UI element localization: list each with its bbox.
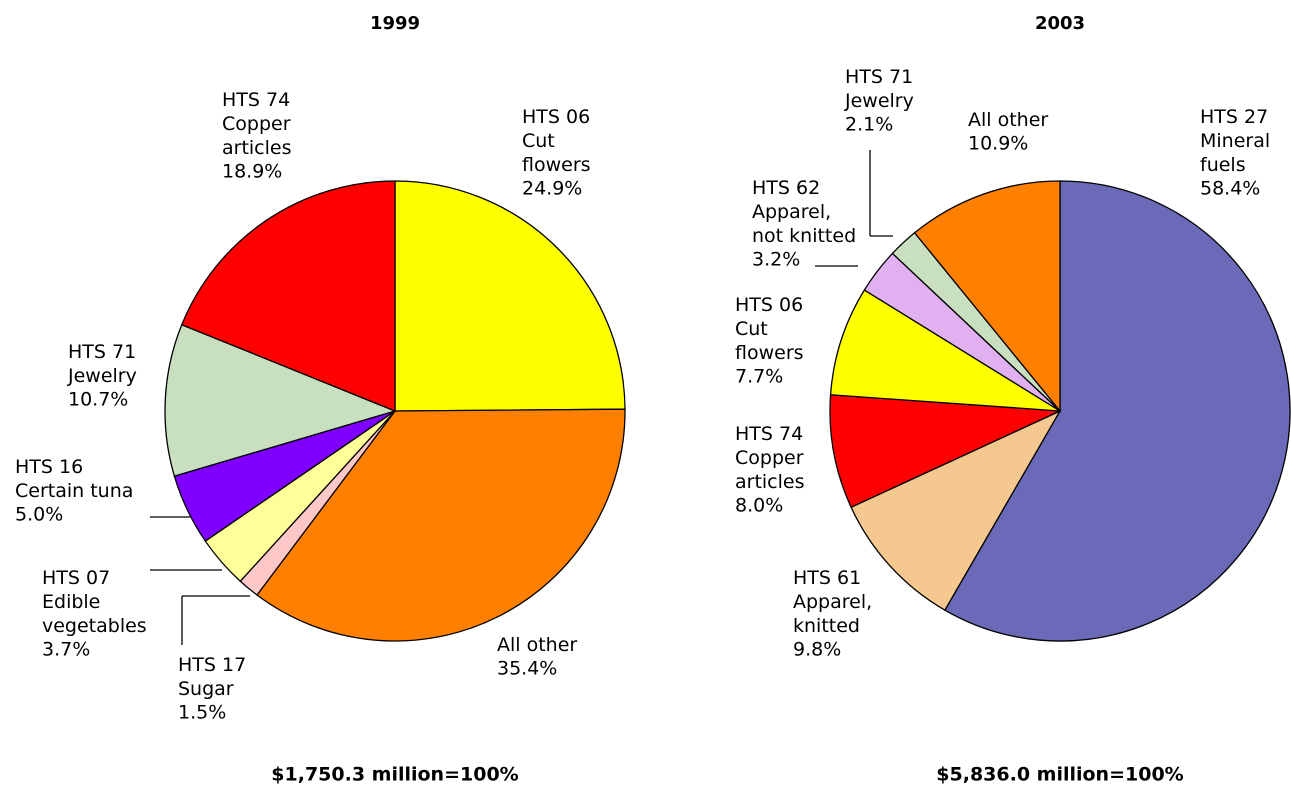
slice-value-label: 1.5% — [178, 702, 226, 724]
slice-label-line: Sugar — [178, 678, 234, 700]
slice-label-line: Apparel, — [752, 201, 831, 223]
slice-label-line: Copper — [735, 447, 804, 469]
slice-value-label: 8.0% — [735, 495, 783, 517]
slice-value-label: 9.8% — [793, 639, 841, 661]
slice-label-line: fuels — [1200, 154, 1246, 176]
slice-value-label: 35.4% — [497, 658, 557, 680]
slice-value-label: 58.4% — [1200, 178, 1260, 200]
pie-slice — [944, 180, 1291, 642]
slice-label-line: flowers — [735, 342, 804, 364]
slice-label-line: Cut — [522, 130, 555, 152]
slice-label-line: HTS 62 — [752, 177, 820, 199]
slice-value-label: 10.9% — [968, 133, 1028, 155]
slice-label-line: HTS 71 — [68, 341, 136, 363]
slice-label-line: articles — [222, 137, 292, 159]
slice-value-label: 24.9% — [522, 178, 582, 200]
slice-value-label: 7.7% — [735, 366, 783, 388]
slice-label-line: flowers — [522, 154, 591, 176]
chart-footer: $1,750.3 million=100% — [271, 764, 518, 786]
slice-label-line: HTS 71 — [845, 66, 913, 88]
slice-label-line: HTS 74 — [735, 423, 803, 445]
pie-slice — [164, 323, 397, 477]
slice-label: HTS 62 Apparel, not knitted — [752, 177, 856, 247]
slice-label: HTS 27 Mineral fuels — [1200, 106, 1270, 176]
slice-label-line: HTS 06 — [522, 106, 590, 128]
slice-label-line: articles — [735, 471, 805, 493]
slice-label-line: HTS 07 — [42, 567, 110, 589]
slice-value-label: 10.7% — [68, 389, 128, 411]
slice-value-label: 5.0% — [15, 504, 63, 526]
slice-label-line: HTS 16 — [15, 456, 83, 478]
pie-slice — [829, 289, 1061, 412]
slice-label-line: HTS 17 — [178, 654, 246, 676]
slice-label: HTS 06 Cut flowers — [522, 106, 591, 176]
slice-label-line: Jewelry — [67, 365, 137, 387]
slice-label: HTS 74 Copper articles — [222, 89, 292, 159]
slice-label: All other — [968, 109, 1048, 131]
slice-label: HTS 74 Copper articles — [735, 423, 805, 493]
pie-slice — [180, 180, 396, 412]
slice-label: All other — [497, 634, 577, 656]
slice-value-label: 3.2% — [752, 249, 800, 271]
slice-label-line: All other — [968, 109, 1048, 131]
slice-label-line: Cut — [735, 318, 768, 340]
slice-label-line: Copper — [222, 113, 291, 135]
slice-label-line: Apparel, — [793, 591, 872, 613]
slice-label-line: knitted — [793, 615, 860, 637]
slice-label: HTS 16 Certain tuna — [15, 456, 133, 502]
slice-label-line: HTS 27 — [1200, 106, 1268, 128]
slice-label-line: HTS 61 — [793, 567, 861, 589]
slice-label-line: All other — [497, 634, 577, 656]
slice-value-label: 18.9% — [222, 161, 282, 183]
slice-label: HTS 06 Cut flowers — [735, 294, 804, 364]
slice-label-line: Mineral — [1200, 130, 1270, 152]
pie-slice — [394, 180, 626, 412]
slice-value-label: 2.1% — [845, 114, 893, 136]
slice-label-line: Jewelry — [844, 90, 914, 112]
slice-label-line: vegetables — [42, 615, 147, 637]
pie-slice — [256, 408, 626, 642]
slice-value-label: 3.7% — [42, 639, 90, 661]
chart-title: 1999 — [370, 13, 420, 34]
slice-label: HTS 07 Edible vegetables — [42, 567, 147, 637]
slice-label-line: not knitted — [752, 225, 856, 247]
slice-label: HTS 71 Jewelry — [67, 341, 137, 387]
slice-label-line: Edible — [42, 591, 100, 613]
slice-label-line: HTS 74 — [222, 89, 290, 111]
slice-label-line: Certain tuna — [15, 480, 133, 502]
pie-slice — [829, 394, 1061, 509]
pie-slice — [913, 180, 1061, 413]
chart-footer: $5,836.0 million=100% — [936, 764, 1183, 786]
chart-title: 2003 — [1035, 13, 1085, 34]
pie-slice — [850, 409, 1062, 612]
slice-label: HTS 71 Jewelry — [844, 66, 914, 112]
slice-label: HTS 17 Sugar — [178, 654, 246, 700]
slice-label-line: HTS 06 — [735, 294, 803, 316]
slice-label: HTS 61 Apparel, knitted — [793, 567, 872, 637]
